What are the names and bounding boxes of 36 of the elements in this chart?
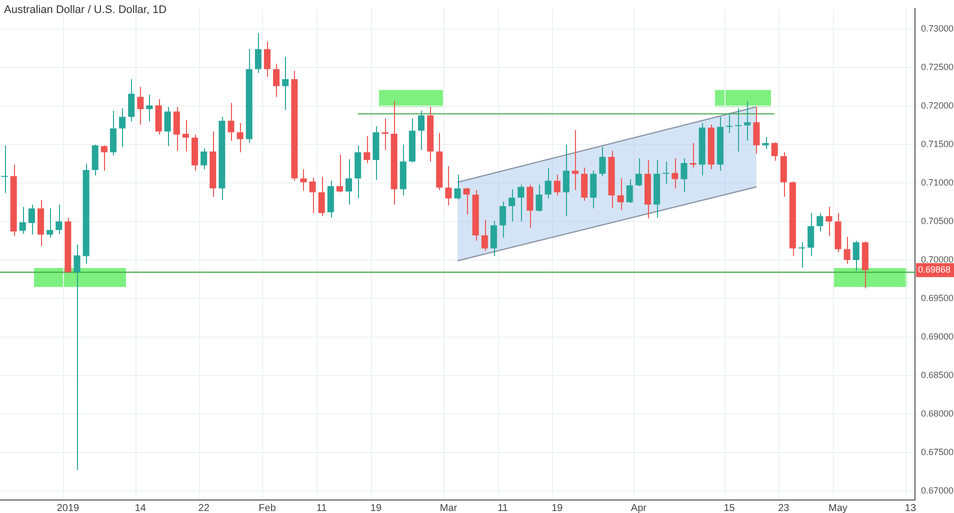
x-tick-label: 13 [904, 502, 916, 513]
y-tick-label: 0.72500 [921, 62, 954, 72]
candlestick [834, 212, 842, 253]
x-tick-label: Mar [440, 502, 458, 513]
candlestick [608, 150, 615, 208]
x-tick-label: 11 [498, 502, 508, 513]
x-tick-label: 23 [778, 502, 790, 513]
x-tick-label: May [828, 502, 848, 513]
x-tick-label: Feb [258, 502, 276, 513]
candlestick [300, 168, 307, 192]
x-tick-label: 14 [134, 502, 146, 513]
y-tick-label: 0.71000 [921, 178, 954, 188]
x-tick-label: 11 [316, 502, 328, 513]
x-tick-label: Apr [630, 502, 648, 513]
x-tick-label: 22 [198, 502, 210, 513]
x-tick-label: 15 [724, 502, 736, 513]
y-tick-label: 0.67500 [921, 446, 954, 457]
y-tick-label: 0.73000 [921, 24, 954, 34]
candlestick [74, 244, 80, 470]
chart-title: Australian Dollar / U.S. Dollar, 1D [4, 4, 167, 16]
x-tick-label: 2019 [56, 502, 80, 513]
y-tick-label: 0.71500 [921, 139, 954, 150]
candlestick [572, 129, 579, 190]
text: 0.69868 [918, 264, 951, 275]
y-tick-label: 0.69500 [921, 292, 954, 303]
y-tick-label: 0.72000 [921, 100, 954, 111]
x-tick-label: 19 [552, 502, 564, 513]
y-tick-label: 0.69000 [921, 331, 954, 342]
y-tick-label: 0.68500 [921, 370, 954, 380]
y-tick-label: 0.68000 [921, 408, 954, 418]
y-tick-label: 0.70500 [921, 216, 954, 226]
y-tick-label: 0.70000 [921, 254, 954, 264]
y-tick-label: 0.67000 [921, 485, 954, 496]
x-tick-label: 19 [370, 502, 382, 513]
candlestick [762, 136, 769, 150]
candlestick [454, 174, 461, 200]
